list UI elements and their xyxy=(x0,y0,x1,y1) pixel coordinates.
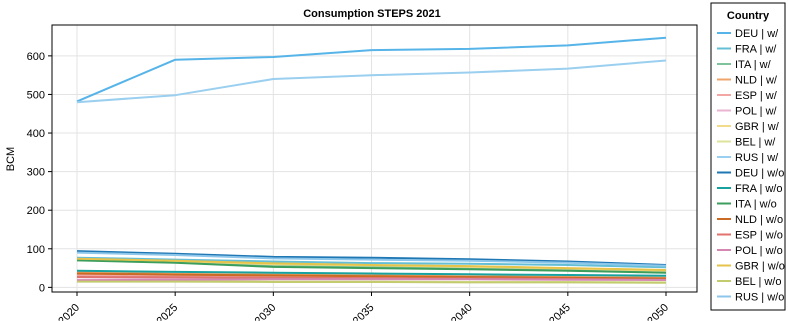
y-tick-label: 200 xyxy=(27,205,45,217)
legend-label: ITA | w/ xyxy=(735,59,772,71)
y-tick-label: 500 xyxy=(27,89,45,101)
y-axis-label: BCM xyxy=(5,147,17,171)
legend-label: BEL | w/ xyxy=(735,137,776,149)
chart-title: Consumption STEPS 2021 xyxy=(303,8,441,20)
series-line xyxy=(76,269,667,277)
legend-label: RUS | w/ xyxy=(735,152,779,164)
legend-label: RUS | w/o xyxy=(735,292,784,304)
x-tick-label: 2040 xyxy=(449,302,475,321)
series-line xyxy=(76,278,667,282)
legend-label: GBR | w/o xyxy=(735,261,785,273)
legend-label: FRA | w/o xyxy=(735,183,782,195)
legend-label: NLD | w/ xyxy=(735,75,778,87)
x-tick-label: 2045 xyxy=(547,302,573,321)
series-line xyxy=(76,251,667,267)
series-line xyxy=(76,59,667,104)
legend-label: POL | w/o xyxy=(735,245,783,257)
legend: Country DEU | w/FRA | w/ITA | w/NLD | w/… xyxy=(710,2,786,311)
legend-label: DEU | w/ xyxy=(735,28,779,40)
series-line xyxy=(76,259,667,274)
series-line xyxy=(76,272,667,280)
series-line xyxy=(76,257,667,271)
legend-label: DEU | w/o xyxy=(735,168,784,180)
legend-label: POL | w/ xyxy=(735,106,778,118)
x-tick-label: 2035 xyxy=(351,302,377,321)
plot-frame xyxy=(51,24,698,293)
x-tick-label: 2050 xyxy=(645,302,671,321)
legend-label: ESP | w/o xyxy=(735,230,783,242)
series-line xyxy=(77,280,667,284)
x-tick-label: 2020 xyxy=(56,302,82,321)
legend-label: ESP | w/ xyxy=(735,90,778,102)
series-line xyxy=(76,256,667,269)
y-tick-label: 600 xyxy=(27,51,45,63)
y-tick-label: 300 xyxy=(27,167,45,179)
y-tick-label: 0 xyxy=(39,282,45,294)
x-tick-label: 2025 xyxy=(154,302,180,321)
series-line xyxy=(76,36,667,103)
y-tick-label: 100 xyxy=(27,244,45,256)
legend-label: GBR | w/ xyxy=(735,121,780,133)
legend-label: BEL | w/o xyxy=(735,276,781,288)
series-lines xyxy=(76,36,667,284)
legend-label: NLD | w/o xyxy=(735,214,783,226)
legend-title: Country xyxy=(727,10,770,22)
series-line xyxy=(76,250,667,266)
legend-label: ITA | w/o xyxy=(735,199,777,211)
x-tick-label: 2030 xyxy=(253,302,279,321)
y-tick-label: 400 xyxy=(27,128,45,140)
legend-label: FRA | w/ xyxy=(735,44,777,56)
